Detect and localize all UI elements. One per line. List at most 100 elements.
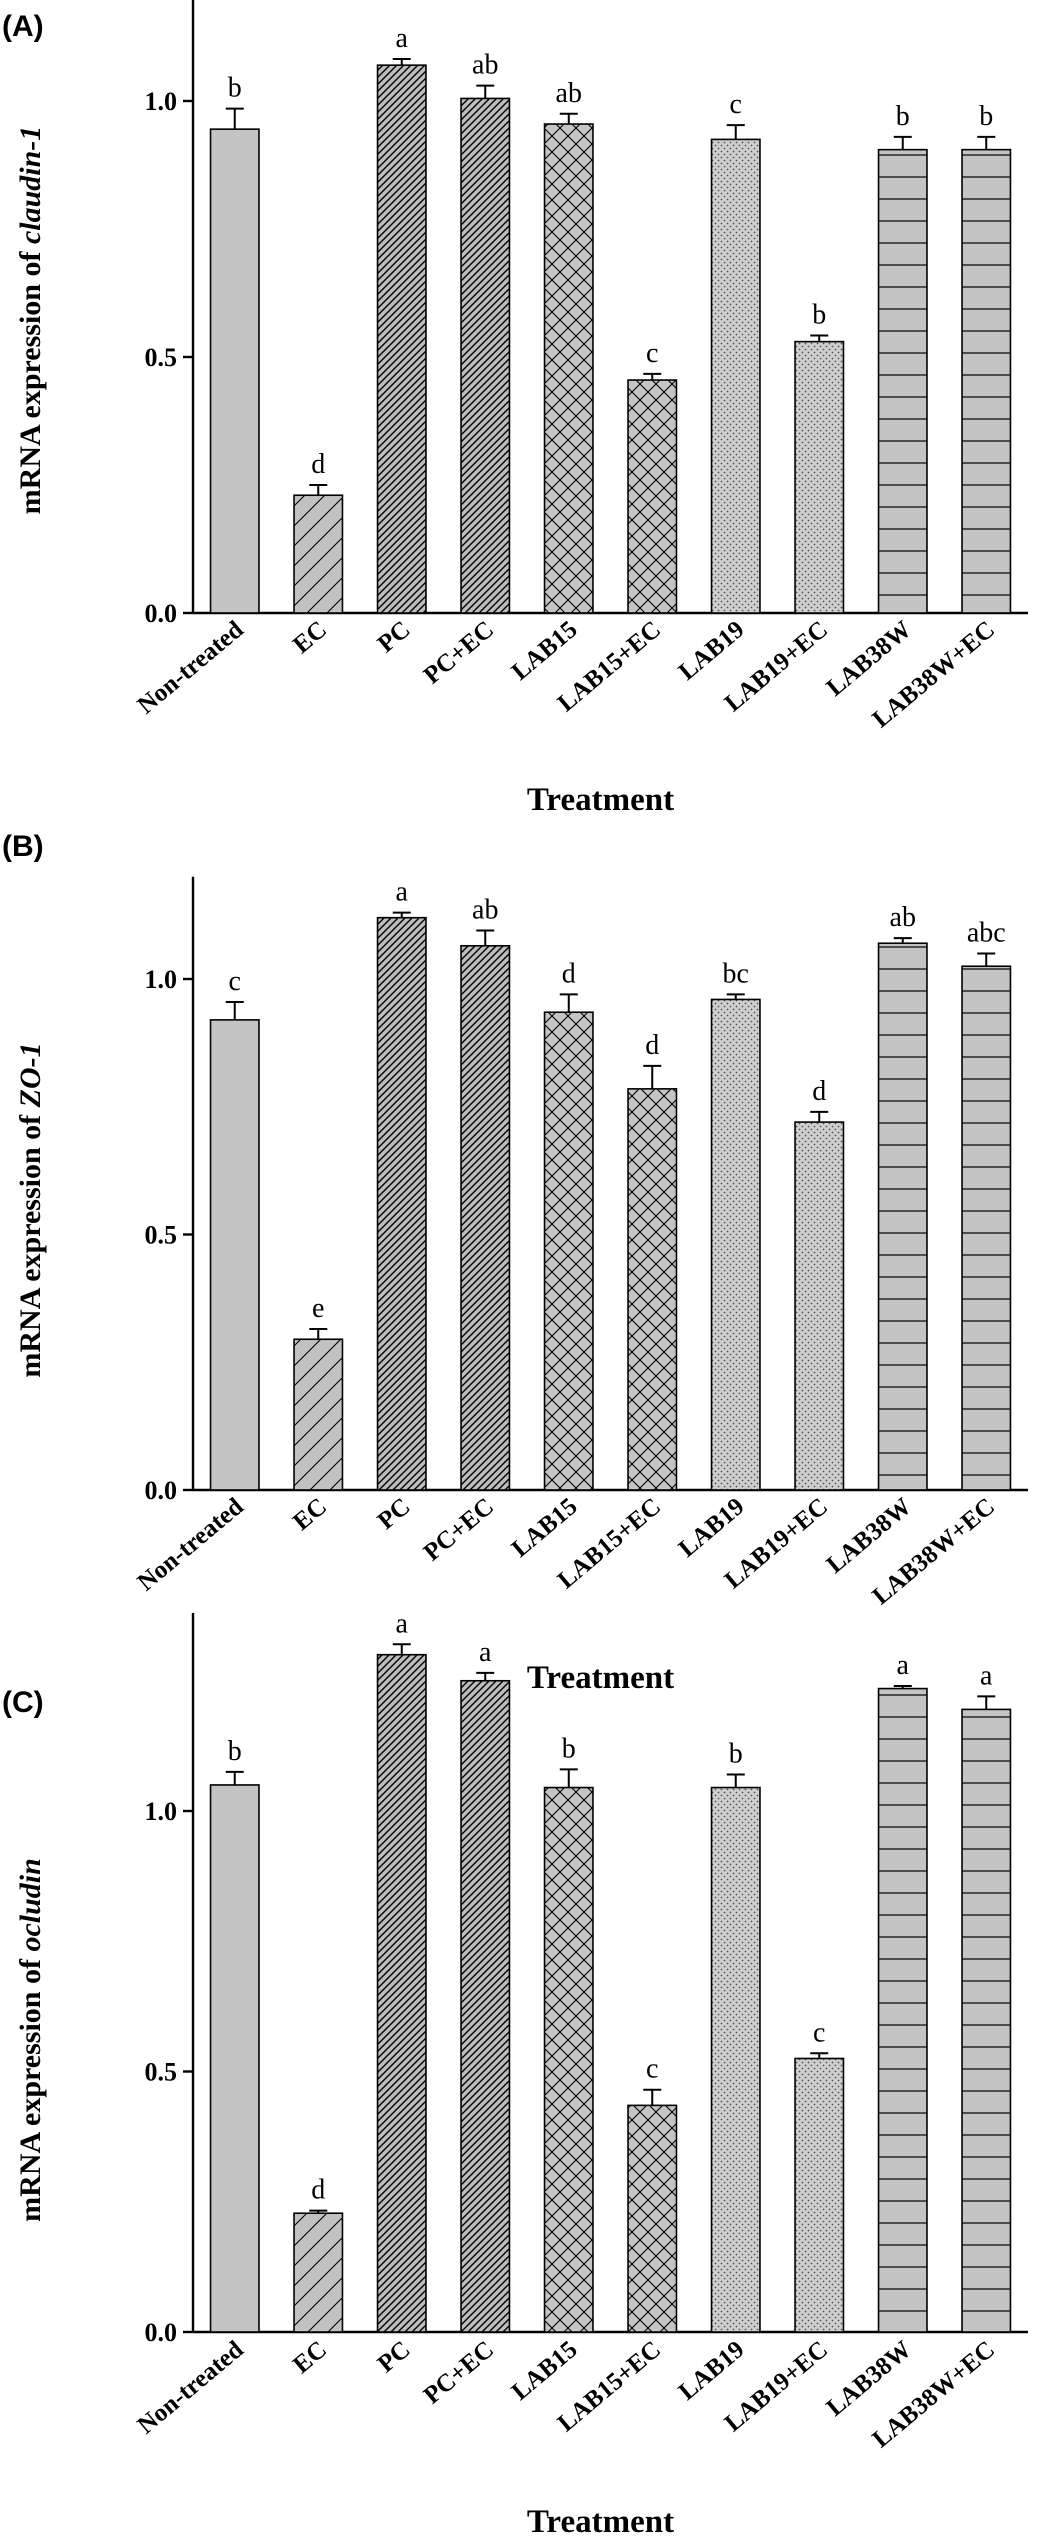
y-tick-label: 0.5 [145,343,178,372]
significance-label: c [813,2017,825,2048]
bar-non-treated [209,1784,260,2333]
x-tick-label: LAB15 [507,1493,583,1563]
x-tick-label: LAB15 [507,616,583,686]
y-axis-title: mRNA expression of ocludin [14,1858,47,2222]
x-tick-label: EC [288,1493,332,1536]
bar-ec [293,2212,344,2333]
y-tick-label: 1.0 [145,965,178,994]
significance-label: ab [890,902,916,933]
bar-pc [376,1653,427,2333]
x-tick-label: EC [288,616,332,659]
x-axis-title: Treatment [527,2504,674,2539]
bar-lab38w-ec [961,965,1012,1491]
chart-panel-b: (B) 0.0 0.5 1.0 mRNA expression of ZO-1 c Non-… [2,830,1028,1696]
bar-lab15-ec [627,379,678,614]
bar-ec [293,1338,344,1491]
bar-lab38w-ec [961,148,1012,614]
y-tick-label: 0.0 [145,2318,178,2347]
bar-lab15 [543,1011,594,1491]
significance-label: a [980,1660,993,1691]
x-axis-title: Treatment [527,1660,674,1696]
bar-lab38w [877,942,928,1491]
bar-pc [376,916,427,1491]
significance-label: b [228,1736,242,1767]
x-tick-label: EC [288,2336,332,2379]
significance-label: b [979,101,993,132]
bar-pc [376,64,427,614]
bar-lab15-ec [627,1088,678,1491]
significance-label: b [896,101,910,132]
bar-pc-ec [460,1679,511,2333]
bar-lab19-ec [794,2057,845,2333]
significance-label: c [646,2054,658,2085]
x-tick-label: Non-treated [133,2336,249,2439]
significance-label: a [479,1637,492,1668]
significance-label: b [812,299,826,330]
y-tick-label: 0.0 [145,1476,178,1505]
significance-label: a [396,1608,409,1639]
y-tick-label: 1.0 [145,87,178,116]
y-tick-label: 0.5 [145,1221,178,1250]
x-tick-label: LAB19 [674,1493,750,1563]
panel-label: (C) [2,1686,44,1719]
x-tick-label: Non-treated [133,1493,249,1596]
significance-label: ab [472,894,498,925]
x-tick-label: Non-treated [133,616,249,719]
significance-label: b [562,1733,576,1764]
significance-label: a [396,877,409,908]
bar-lab19-ec [794,340,845,614]
x-tick-label: PC+EC [419,616,499,690]
bar-ec [293,494,344,614]
panel-label: (A) [2,10,44,43]
significance-label: abc [967,917,1006,948]
significance-label: d [645,1030,659,1061]
bar-lab15 [543,123,594,614]
significance-label: a [897,1650,910,1681]
significance-label: ab [556,78,582,109]
x-tick-label: LAB19 [674,616,750,686]
x-axis-title: Treatment [527,782,674,818]
x-tick-label: PC+EC [419,1493,499,1567]
significance-label: d [562,958,576,989]
bar-pc-ec [460,944,511,1491]
significance-label: e [312,1293,324,1324]
bar-lab19 [710,138,761,614]
significance-label: d [812,1076,826,1107]
bar-non-treated [209,128,260,614]
bar-pc-ec [460,97,511,614]
y-axis-title: mRNA expression of ZO-1 [14,1042,47,1377]
significance-label: c [229,966,241,997]
chart-panel-a: (A) 0.0 0.5 1.0 mRNA expression of claudin-1… [2,0,1028,818]
x-tick-label: PC [373,616,416,658]
significance-label: c [730,89,742,120]
chart-panel-c: (C) 0.0 0.5 1.0 mRNA expression of ocludin b N… [2,1608,1028,2539]
bar-lab15 [543,1786,594,2333]
y-tick-label: 0.0 [145,599,178,628]
significance-label: d [311,449,325,480]
significance-label: d [311,2175,325,2206]
y-tick-label: 0.5 [145,2058,178,2087]
x-tick-label: LAB19 [674,2336,750,2406]
significance-label: b [228,73,242,104]
x-tick-label: PC [373,2336,416,2378]
x-tick-label: LAB15 [507,2336,583,2406]
panel-label: (B) [2,830,44,863]
x-tick-label: PC [373,1493,416,1535]
significance-label: c [646,338,658,369]
bar-non-treated [209,1019,260,1491]
bar-lab15-ec [627,2104,678,2333]
significance-label: bc [723,958,749,989]
bar-lab19 [710,1786,761,2333]
y-tick-label: 1.0 [145,1797,178,1826]
bar-lab38w [877,1687,928,2333]
bar-lab38w [877,148,928,614]
bar-lab19-ec [794,1121,845,1491]
x-tick-label: PC+EC [419,2336,499,2410]
significance-label: b [729,1739,743,1770]
y-axis-title: mRNA expression of claudin-1 [14,126,47,515]
bar-lab19 [710,998,761,1491]
significance-label: ab [472,50,498,81]
bar-lab38w-ec [961,1708,1012,2333]
significance-label: a [396,23,409,54]
